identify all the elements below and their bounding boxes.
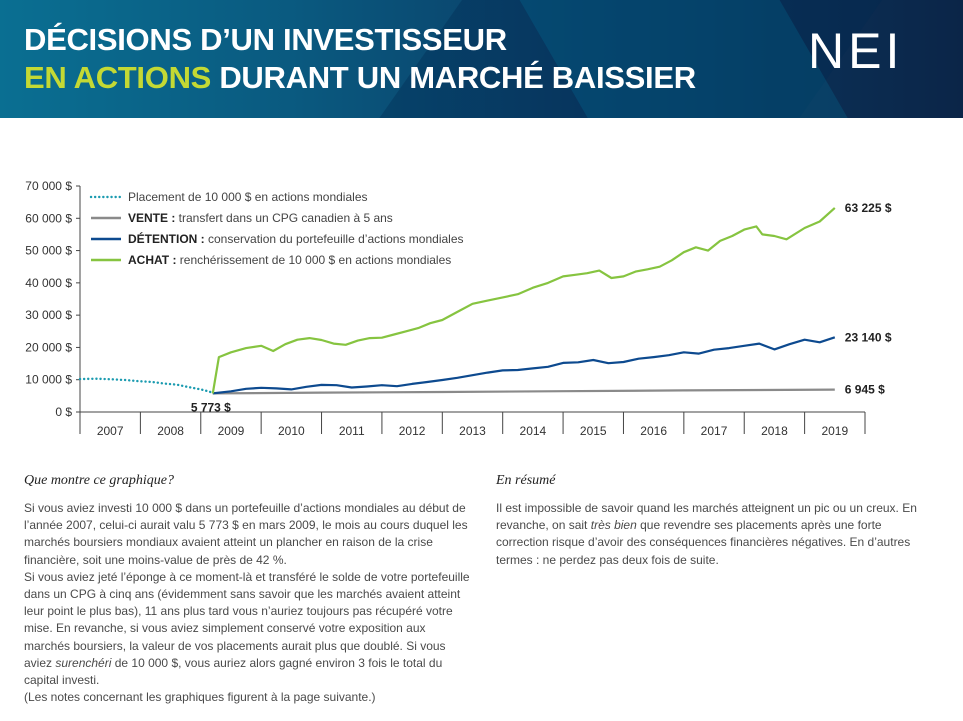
series-line-detention xyxy=(212,336,836,395)
left-paragraph-2: Si vous aviez jeté l’éponge à ce moment-… xyxy=(24,569,470,689)
right-paragraph-1b: que revendre ses placements après une fo… xyxy=(496,518,911,567)
x-tick-label: 2017 xyxy=(701,424,728,438)
left-paragraph-2a: Si vous aviez jeté l’éponge à ce moment-… xyxy=(24,569,470,670)
left-paragraph-1: Si vous aviez investi 10 000 $ dans un p… xyxy=(24,501,468,567)
legend-item-bold: VENTE : xyxy=(128,211,175,225)
left-paragraph-2b: de 10 000 $, vous auriez alors gagné env… xyxy=(24,655,443,688)
page-title-rest: DURANT UN MARCHÉ BAISSIER xyxy=(211,60,696,95)
legend-item-2: DÉTENTION : conservation du portefeuille… xyxy=(128,231,464,246)
legend-item-1: VENTE : transfert dans un CPG canadien à… xyxy=(128,211,393,225)
left-paragraph-3: (Les notes concernant les graphiques fig… xyxy=(24,690,376,705)
left-paragraph-2-emphasis: surenchéri xyxy=(55,655,112,670)
x-tick-label: 2012 xyxy=(399,424,426,438)
left-heading: Que montre ce graphique? xyxy=(24,473,174,488)
page-title-line1: DÉCISIONS D’UN INVESTISSEUR xyxy=(24,22,507,57)
x-tick-label: 2010 xyxy=(278,424,305,438)
left-text: Si vous aviez investi 10 000 $ dans un p… xyxy=(24,500,470,706)
page-title-line2: EN ACTIONS DURANT UN MARCHÉ BAISSIER xyxy=(24,60,696,96)
right-heading: En résumé xyxy=(496,473,556,488)
x-tick-label: 2016 xyxy=(640,424,667,438)
legend-item-0: Placement de 10 000 $ en actions mondial… xyxy=(128,190,368,204)
x-tick-label: 2019 xyxy=(821,424,848,438)
annotation-vente-end: 6 945 $ xyxy=(845,383,885,397)
header-banner: DÉCISIONS D’UN INVESTISSEUR EN ACTIONS D… xyxy=(0,0,963,118)
y-tick-label: 60 000 $ xyxy=(25,211,72,225)
legend-item-bold: DÉTENTION : xyxy=(128,231,205,246)
x-tick-label: 2009 xyxy=(218,424,245,438)
x-tick-label: 2007 xyxy=(97,424,124,438)
series-line-vente xyxy=(212,388,835,395)
legend-item-text: conservation du portefeuille d’actions m… xyxy=(205,232,464,246)
y-tick-label: 40 000 $ xyxy=(25,276,72,290)
x-tick-label: 2014 xyxy=(520,424,547,438)
series-line-placement xyxy=(78,377,215,395)
brand-logo: NEI xyxy=(808,23,904,79)
y-tick-label: 10 000 $ xyxy=(25,373,72,387)
right-text: Il est impossible de savoir quand les ma… xyxy=(496,500,926,569)
legend-item-text: Placement de 10 000 $ en actions mondial… xyxy=(128,190,368,204)
page-title-accent: EN ACTIONS xyxy=(24,60,212,95)
x-tick-label: 2018 xyxy=(761,424,788,438)
x-tick-label: 2008 xyxy=(157,424,184,438)
right-paragraph-1a: Il est impossible de savoir quand les ma… xyxy=(496,501,917,533)
chart: 0 $ 10 000 $ 20 000 $ 30 000 $ 40 000 $ 50 00… xyxy=(25,179,892,438)
y-tick-label: 70 000 $ xyxy=(25,179,72,193)
right-paragraph-1-emphasis: très bien xyxy=(590,518,637,533)
y-tick-label: 50 000 $ xyxy=(25,244,72,258)
y-tick-label: 30 000 $ xyxy=(25,308,72,322)
annotation-detention-end: 23 140 $ xyxy=(845,330,892,344)
y-tick-label: 20 000 $ xyxy=(25,340,72,354)
right-paragraph-1: Il est impossible de savoir quand les ma… xyxy=(496,500,926,569)
legend-item-text: renchérissement de 10 000 $ en actions m… xyxy=(176,253,451,267)
annotation-achat-end: 63 225 $ xyxy=(845,201,892,215)
series-line-achat xyxy=(211,207,836,394)
annotation-trough: 5 773 $ xyxy=(191,400,231,414)
x-tick-label: 2015 xyxy=(580,424,607,438)
legend-item-text: transfert dans un CPG canadien à 5 ans xyxy=(175,211,392,225)
x-tick-label: 2011 xyxy=(339,424,365,438)
legend-item-bold: ACHAT : xyxy=(128,253,176,267)
legend-item-3: ACHAT : renchérissement de 10 000 $ en a… xyxy=(128,253,451,267)
x-tick-label: 2013 xyxy=(459,424,486,438)
y-tick-label: 0 $ xyxy=(55,405,72,419)
